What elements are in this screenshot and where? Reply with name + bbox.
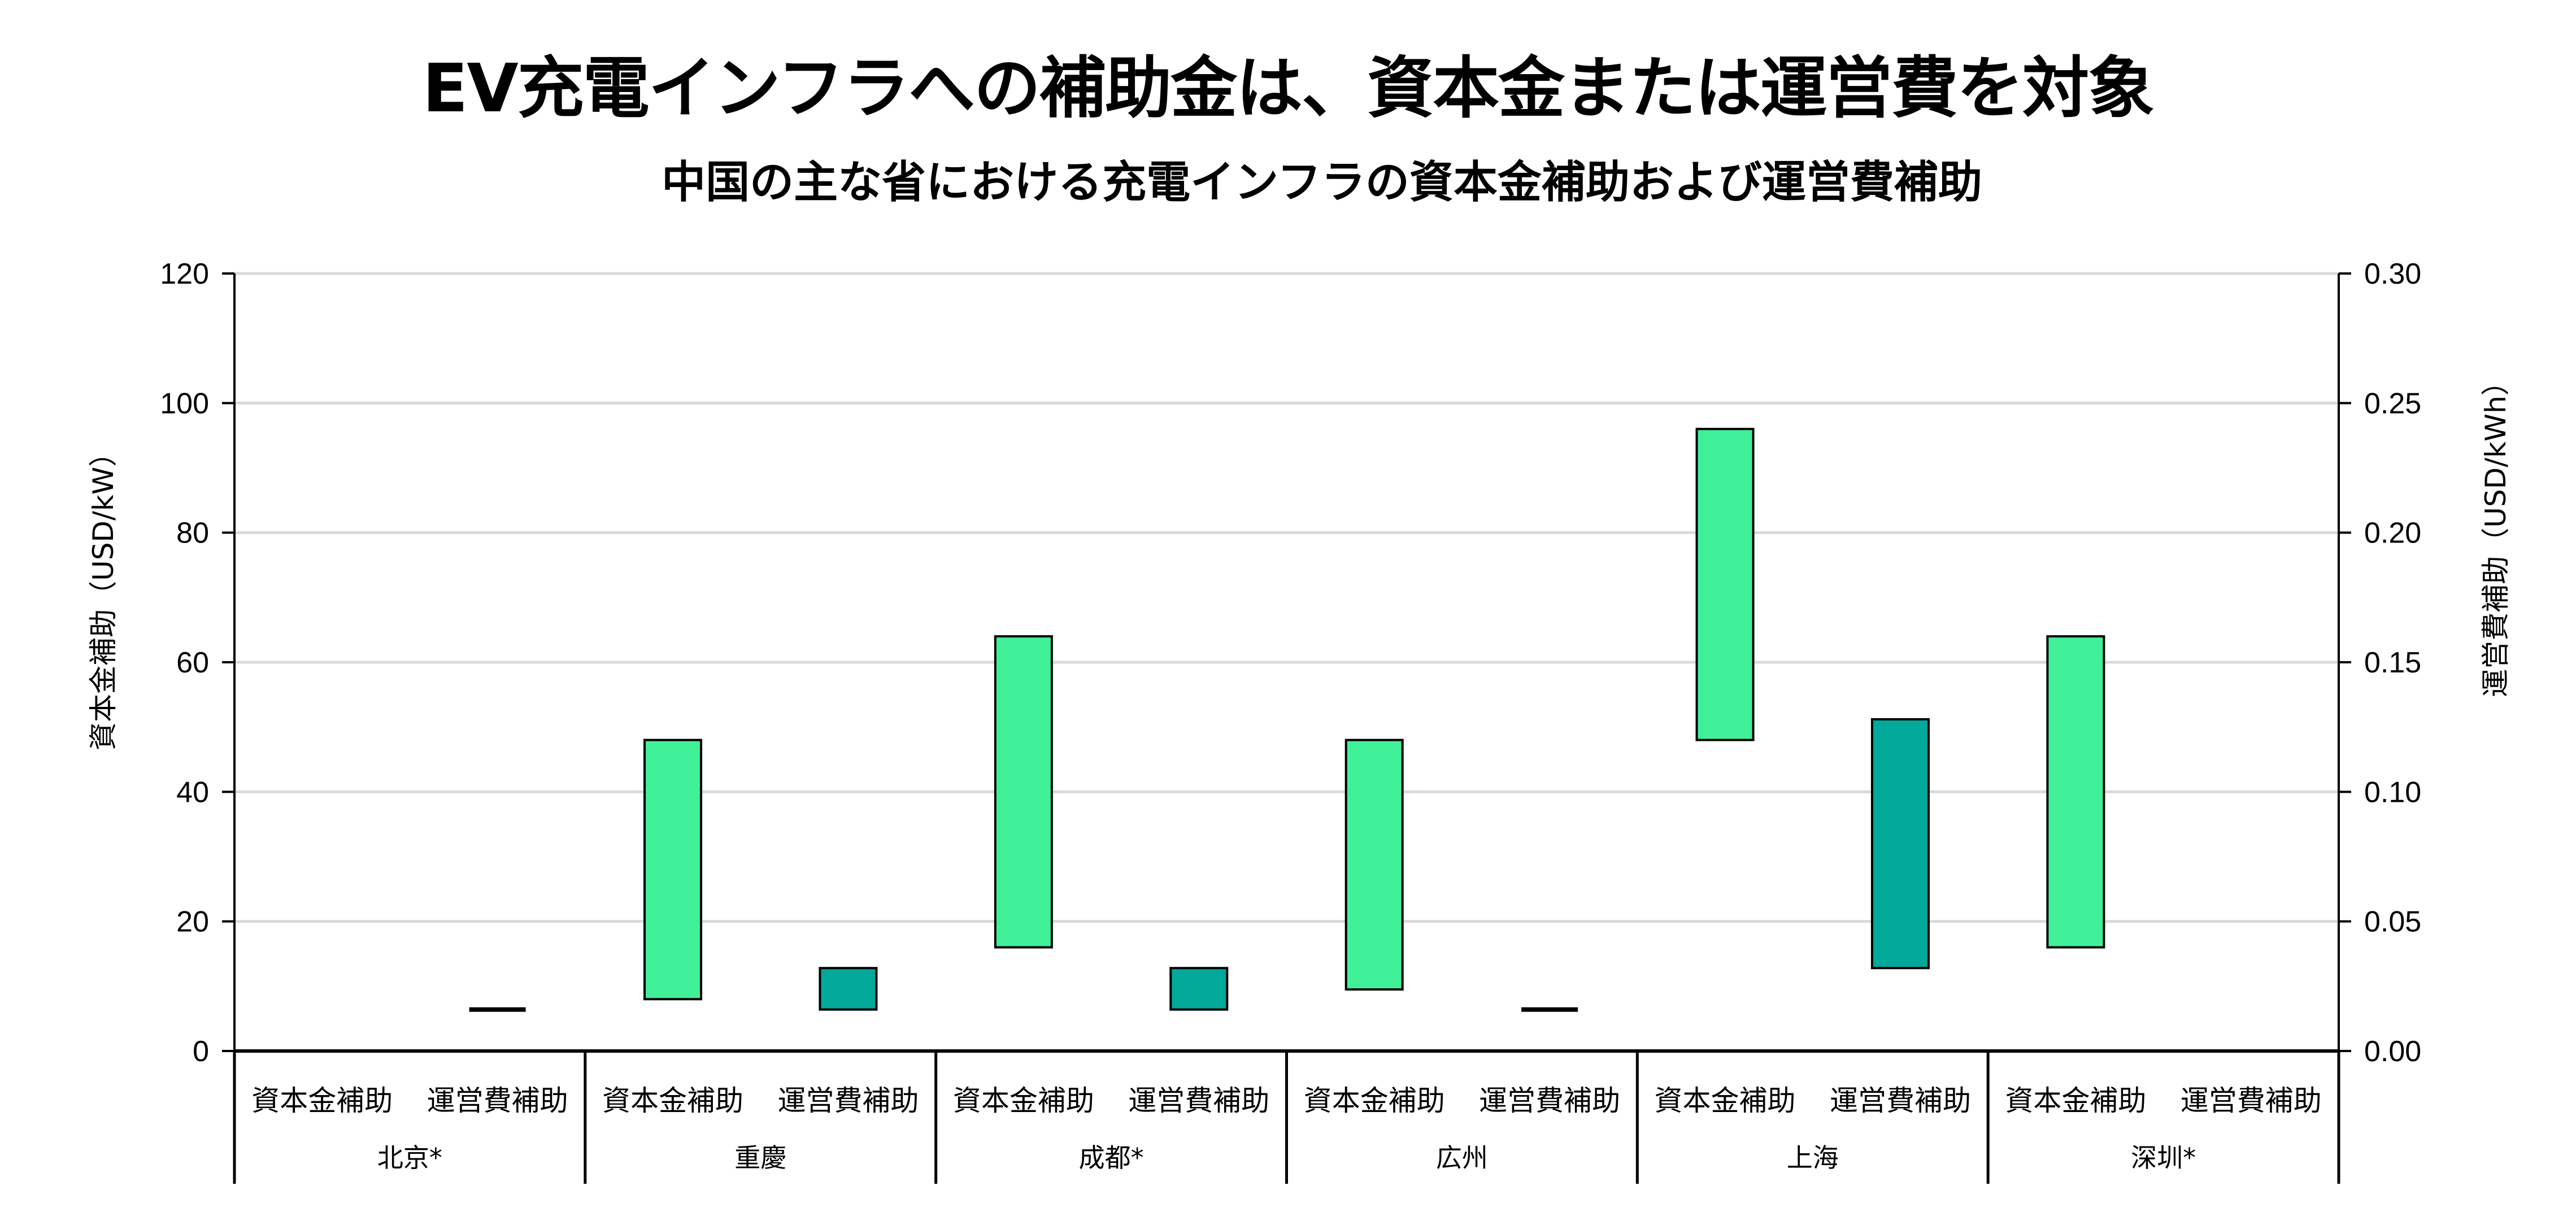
axes (222, 272, 2351, 1184)
y-left-tick-label: 20 (176, 906, 209, 939)
y-left-tick-label: 120 (160, 258, 209, 290)
group-label: 深圳* (2131, 1143, 2196, 1173)
y-right-tick-label: 0.00 (2364, 1035, 2421, 1068)
capital-bar (1344, 739, 1404, 991)
y-right-tick-label: 0.30 (2364, 258, 2421, 290)
group-label: 上海 (1787, 1143, 1839, 1173)
labels: 0 0.00 20 0.05 40 0.10 60 0.15 80 0.20 100 0.25 120 0… (87, 258, 2512, 1173)
y-left-tick-label: 60 (176, 646, 209, 679)
y-left-tick-label: 0 (193, 1035, 209, 1068)
y-right-tick-label: 0.10 (2364, 776, 2421, 809)
subcategory-label: 運営費補助 (1479, 1084, 1620, 1117)
subcategory-label: 運営費補助 (777, 1084, 919, 1117)
y-right-tick-label: 0.05 (2364, 906, 2421, 939)
operating-bar (819, 967, 878, 1011)
bars (469, 428, 2105, 1012)
y-right-tick-label: 0.20 (2364, 517, 2421, 550)
capital-bar (994, 635, 1053, 949)
subcategory-label: 資本金補助 (1304, 1084, 1445, 1117)
operating-bar (1870, 718, 1930, 970)
y-right-tick-label: 0.15 (2364, 646, 2421, 679)
subcategory-label: 資本金補助 (2005, 1084, 2146, 1117)
subcategory-label: 運営費補助 (427, 1084, 568, 1117)
group-label: 広州 (1436, 1143, 1488, 1173)
chart-title: EV充電インフラへの補助金は、資本金または運営費を対象 (422, 49, 2155, 127)
capital-bar (2046, 635, 2105, 949)
y-left-axis-title: 資本金補助（USD/kW） (87, 438, 120, 750)
y-right-axis-title: 運営費補助（USD/kWh） (2479, 367, 2512, 697)
subcategory-label: 資本金補助 (251, 1084, 393, 1117)
subcategory-label: 運営費補助 (1830, 1084, 1971, 1117)
y-left-tick-label: 80 (176, 517, 209, 550)
capital-bar (643, 739, 703, 1001)
chart-subtitle: 中国の主な省における充電インフラの資本金補助および運営費補助 (662, 157, 1982, 208)
y-left-tick-label: 100 (160, 387, 209, 420)
gridlines (234, 272, 2339, 923)
subcategory-label: 運営費補助 (1128, 1084, 1269, 1117)
subcategory-label: 運営費補助 (2181, 1084, 2322, 1117)
subcategory-label: 資本金補助 (953, 1084, 1094, 1117)
y-left-tick-label: 40 (176, 776, 209, 809)
subcategory-label: 資本金補助 (602, 1084, 743, 1117)
capital-bar (1695, 428, 1755, 741)
y-right-tick-label: 0.25 (2364, 387, 2421, 420)
operating-bar (1169, 967, 1229, 1011)
group-label: 北京* (377, 1143, 442, 1173)
group-label: 重慶 (734, 1143, 786, 1173)
subcategory-label: 資本金補助 (1655, 1084, 1796, 1117)
group-label: 成都* (1079, 1143, 1144, 1173)
